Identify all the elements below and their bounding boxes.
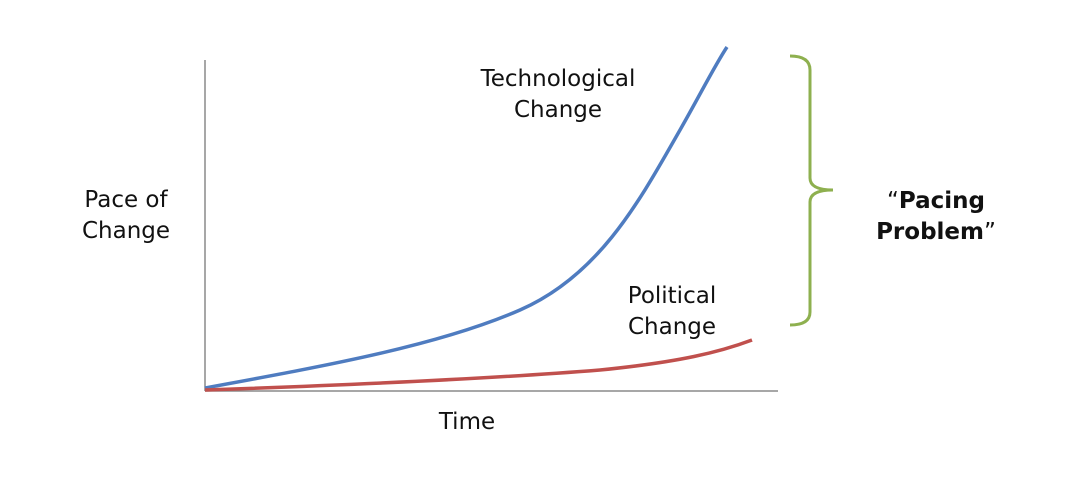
y-axis-label: Pace of — [84, 187, 168, 213]
political-curve — [204, 338, 753, 392]
bracket-label: “Pacing — [887, 188, 985, 214]
curve-label: Change — [628, 314, 716, 340]
bracket-label-line: Problem — [876, 219, 984, 245]
bracket-label: Problem” — [876, 219, 996, 245]
quote: ” — [984, 219, 996, 245]
curve-label: Technological — [480, 66, 636, 92]
quote: “ — [887, 188, 899, 214]
technology-curve — [204, 46, 729, 390]
y-axis-label: Change — [82, 218, 170, 244]
curve-label: Political — [628, 283, 716, 309]
bracket-label-line: Pacing — [899, 188, 985, 214]
bracket — [789, 54, 834, 327]
curve-label: Change — [514, 97, 602, 123]
x-axis-label: Time — [438, 409, 495, 435]
